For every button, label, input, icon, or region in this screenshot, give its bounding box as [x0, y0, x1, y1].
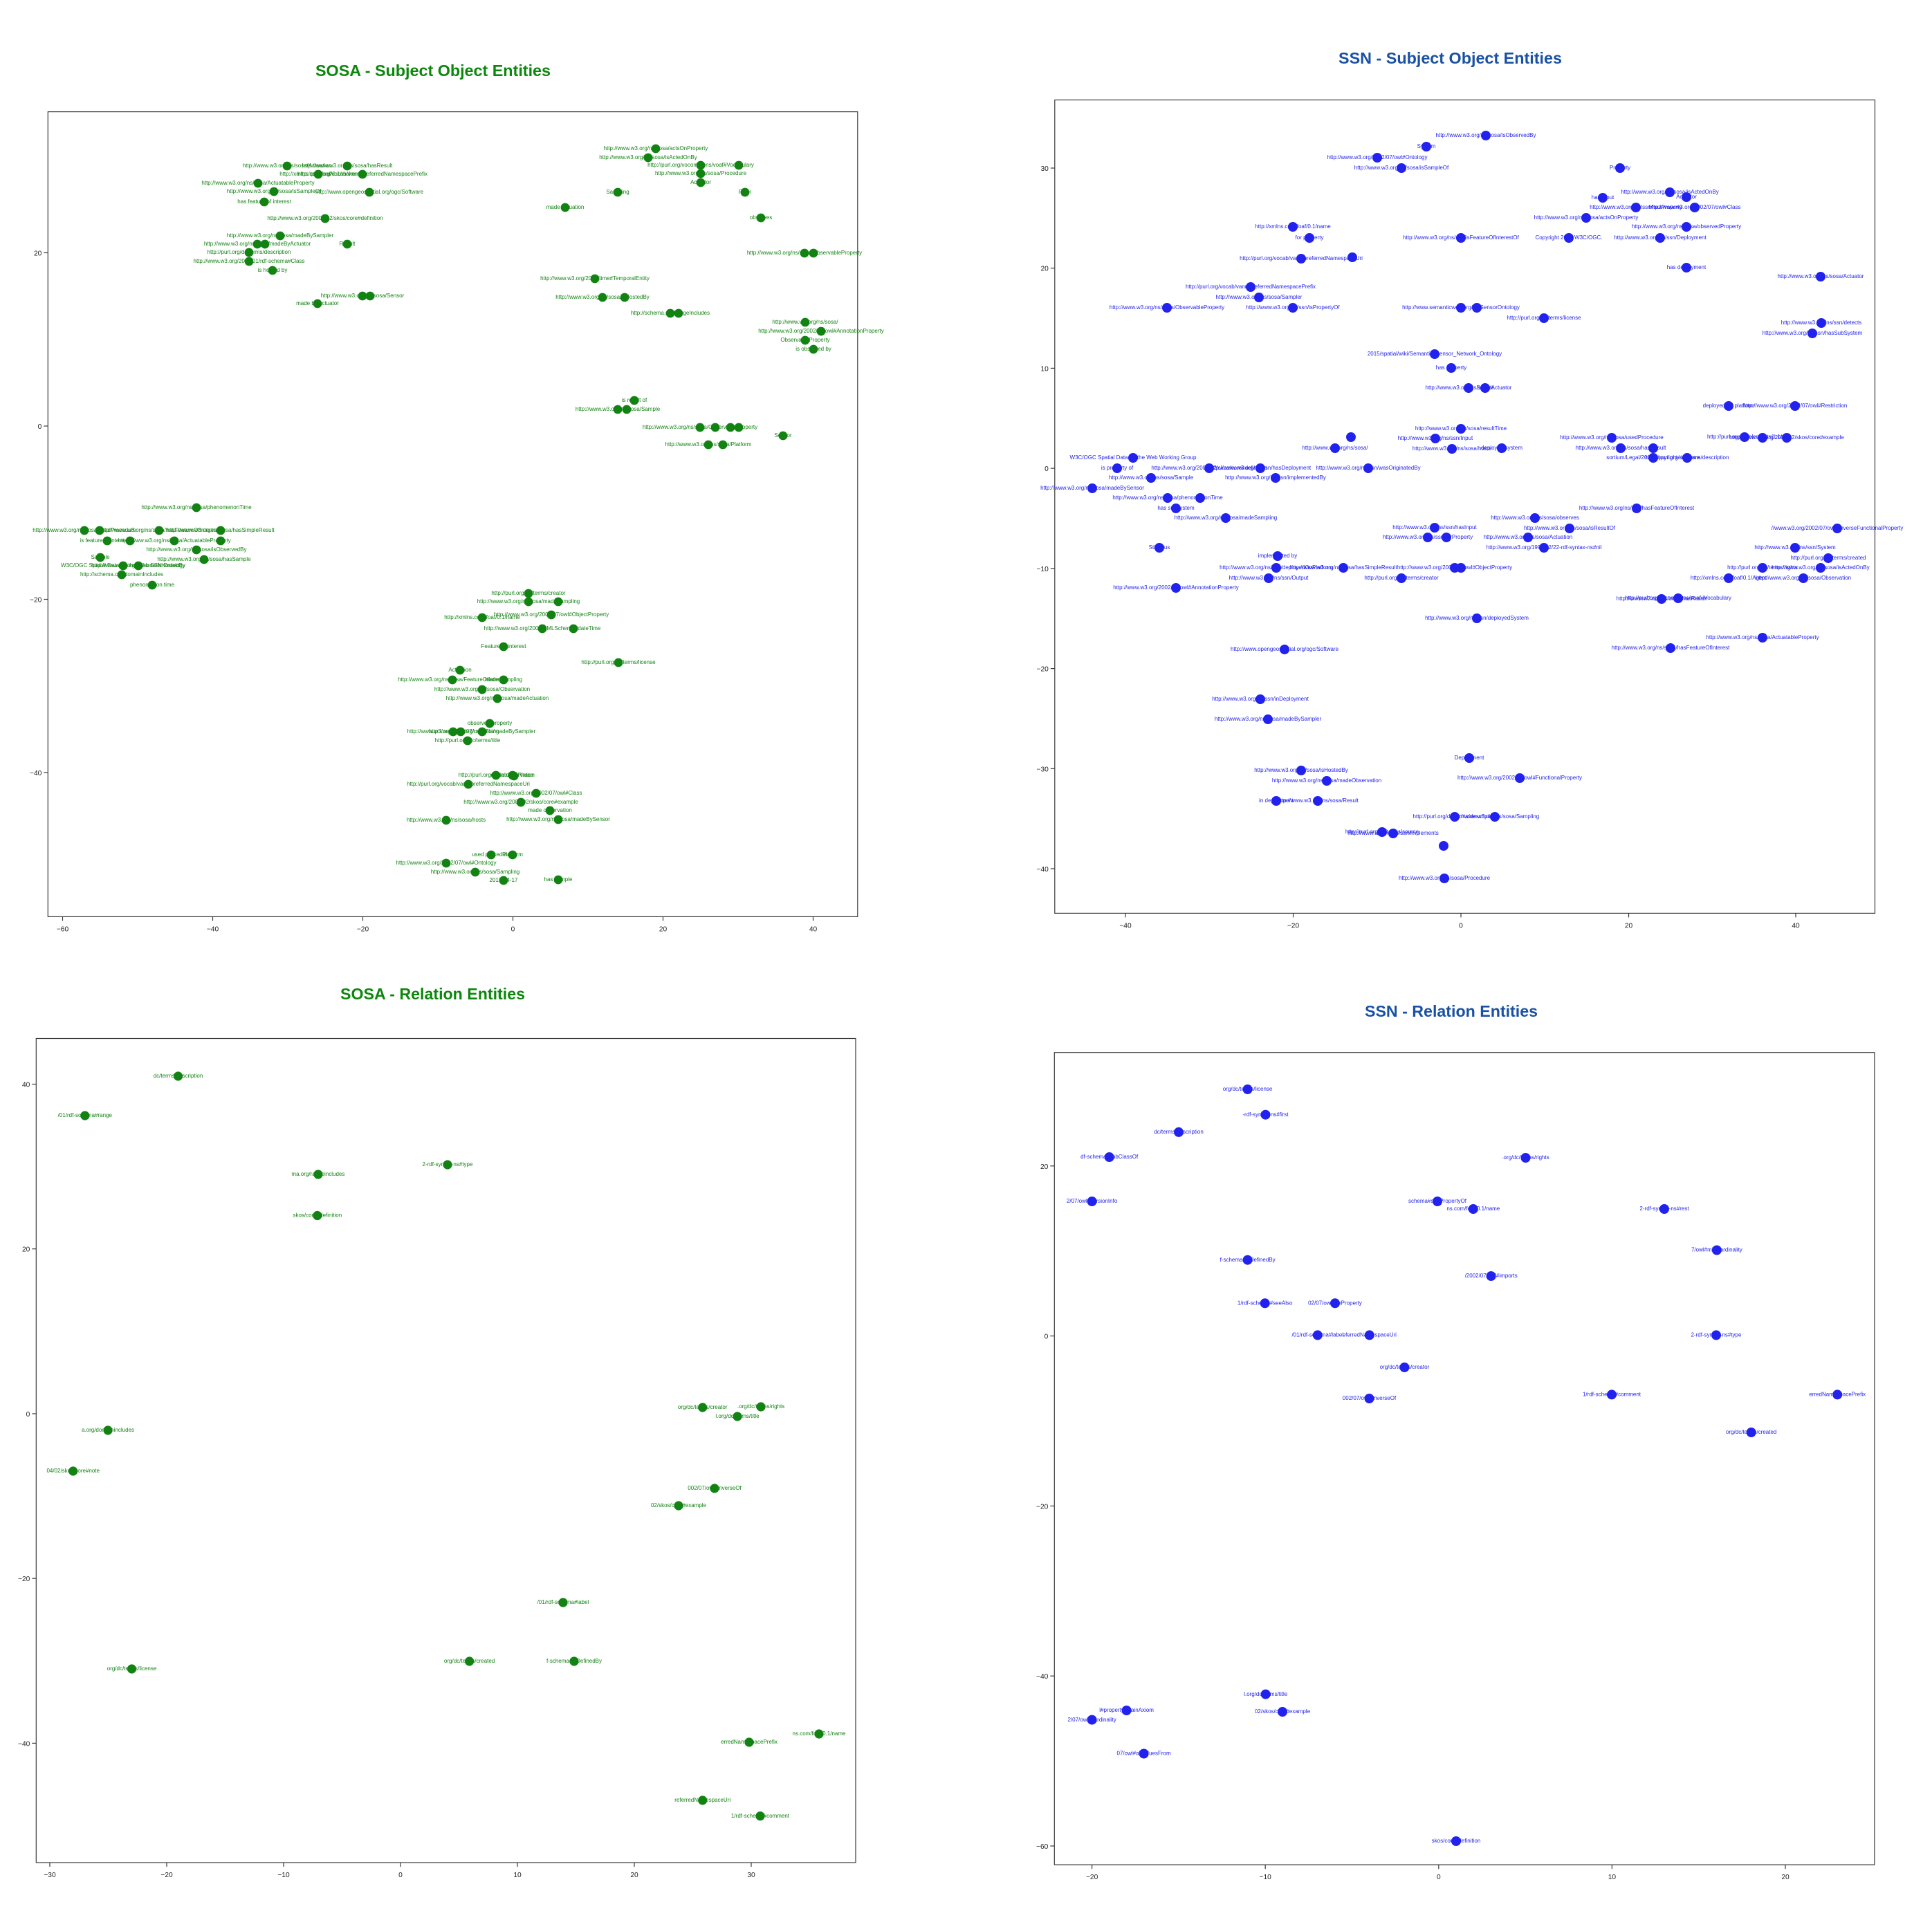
svg-text:−20: −20: [18, 1576, 30, 1583]
svg-text:20: 20: [22, 1246, 30, 1254]
svg-text:10: 10: [1040, 365, 1049, 373]
svg-text:20: 20: [1040, 266, 1049, 273]
svg-text:0: 0: [1045, 465, 1049, 473]
svg-text:−20: −20: [1287, 922, 1300, 930]
svg-text:10: 10: [513, 1872, 522, 1879]
svg-text:−10: −10: [1260, 1874, 1272, 1881]
svg-text:40: 40: [809, 925, 818, 933]
svg-text:40: 40: [1792, 922, 1800, 930]
svg-text:−20: −20: [30, 597, 42, 604]
svg-text:40: 40: [22, 1082, 30, 1089]
svg-text:0: 0: [511, 925, 515, 933]
svg-text:20: 20: [1625, 922, 1633, 930]
svg-text:−40: −40: [1119, 922, 1132, 930]
svg-text:SSN - Subject Object Entities: SSN - Subject Object Entities: [1338, 49, 1562, 67]
svg-text:−10: −10: [277, 1872, 290, 1879]
svg-text:20: 20: [34, 250, 42, 258]
svg-text:−20: −20: [1037, 666, 1049, 674]
svg-text:−20: −20: [1086, 1874, 1098, 1881]
svg-text:SSN - Relation Entities: SSN - Relation Entities: [1365, 1002, 1538, 1020]
svg-text:−20: −20: [1036, 1503, 1049, 1511]
svg-text:0: 0: [26, 1411, 30, 1419]
svg-text:20: 20: [1040, 1163, 1049, 1171]
svg-text:−30: −30: [44, 1872, 56, 1879]
svg-text:0: 0: [1045, 1333, 1049, 1341]
svg-text:0: 0: [1437, 1874, 1441, 1881]
svg-text:0: 0: [398, 1872, 403, 1879]
svg-text:−10: −10: [1037, 566, 1049, 573]
svg-text:−40: −40: [30, 770, 42, 777]
svg-text:20: 20: [659, 925, 668, 933]
svg-text:−60: −60: [57, 925, 69, 933]
svg-text:30: 30: [1040, 165, 1049, 173]
svg-text:0: 0: [38, 423, 42, 431]
svg-text:−40: −40: [1037, 866, 1049, 874]
svg-text:−60: −60: [1036, 1843, 1049, 1851]
svg-text:20: 20: [630, 1872, 638, 1879]
svg-text:10: 10: [1608, 1874, 1617, 1881]
svg-text:−40: −40: [18, 1740, 30, 1748]
svg-text:SOSA - Subject Object Entities: SOSA - Subject Object Entities: [315, 62, 551, 80]
svg-text:30: 30: [747, 1872, 755, 1879]
svg-text:−20: −20: [160, 1872, 173, 1879]
svg-text:20: 20: [1781, 1874, 1790, 1881]
svg-text:0: 0: [1459, 922, 1463, 930]
svg-text:SOSA - Relation Entities: SOSA - Relation Entities: [340, 985, 525, 1003]
svg-text:−20: −20: [357, 925, 369, 933]
svg-text:−40: −40: [207, 925, 219, 933]
svg-text:−40: −40: [1036, 1673, 1049, 1681]
svg-text:−30: −30: [1037, 766, 1049, 773]
